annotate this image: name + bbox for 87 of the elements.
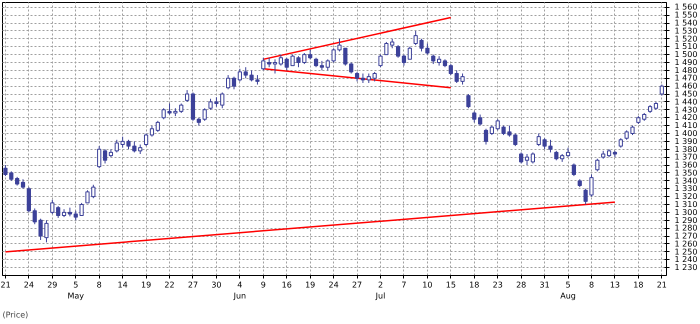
x-tick-label: 5 Aug: [560, 280, 576, 300]
x-tick-label: 24: [24, 280, 34, 290]
candlestick: [184, 90, 190, 102]
candlestick: [548, 139, 553, 153]
y-tick-label: 1 410: [674, 121, 698, 130]
candlestick: [226, 74, 230, 90]
y-tick-label: 1 450: [674, 90, 698, 99]
y-tick-label: 1 240: [674, 255, 698, 264]
y-tick-label: 1 420: [674, 113, 698, 122]
y-tick-label: 1 360: [674, 160, 698, 170]
x-tick-label: 23: [492, 280, 503, 290]
y-tick-label: 1 510: [674, 42, 698, 52]
x-tick-label: 4 Jun: [232, 280, 246, 300]
candlestick: [354, 71, 360, 82]
y-tick-label: 1 560: [674, 2, 698, 12]
y-tick-label: 1 350: [674, 168, 698, 178]
y-tick-label: 1 280: [674, 224, 698, 233]
y-tick-label: 1 260: [674, 239, 698, 248]
candlestick: [466, 94, 471, 109]
y-tick-label: 1 380: [674, 144, 698, 154]
x-tick-label: 24: [328, 280, 339, 290]
y-tick-label: 1 540: [674, 18, 698, 28]
x-tick-label: 8: [588, 280, 594, 290]
candlestick: [332, 48, 336, 63]
y-tick-label: 1 530: [674, 26, 698, 36]
y-tick-label: 1 290: [674, 216, 698, 225]
candlestick: [349, 62, 354, 74]
y-tick-label: 1 340: [674, 176, 698, 186]
y-tick-label: 1 400: [674, 128, 698, 138]
candlestick: [255, 74, 260, 86]
x-tick-label: 14: [118, 280, 128, 290]
y-tick-label: 1 470: [674, 74, 698, 83]
candlestick: [425, 43, 430, 56]
candlestick: [584, 188, 588, 205]
candlestick: [208, 98, 213, 110]
candlestick: [618, 138, 623, 148]
x-tick-label: 29: [47, 280, 58, 290]
y-tick-label: 1 550: [674, 10, 698, 20]
x-tick-label: 27: [188, 280, 198, 290]
y-tick-label: 1 480: [674, 66, 698, 75]
candlestick: [589, 174, 594, 198]
x-tick-label: 7: [401, 280, 406, 290]
candlestick: [572, 162, 576, 177]
x-tick-label: 5 May: [67, 280, 84, 300]
x-tick-label: 13: [610, 280, 620, 290]
x-tick-label: 21: [0, 280, 11, 290]
x-tick-label: 2 Jul: [374, 280, 386, 300]
candlestick: [530, 152, 535, 164]
y-tick-label: 1 300: [674, 208, 698, 217]
x-tick-label: 19: [305, 280, 316, 290]
y-tick-label: 1 490: [674, 58, 698, 67]
candlestick: [44, 220, 49, 243]
x-tick-label: 22: [164, 280, 175, 290]
y-tick-label: 1 230: [674, 263, 698, 272]
x-tick-label: 16: [282, 280, 292, 290]
x-tick-label: 9: [260, 280, 266, 290]
x-tick-label: 27: [352, 280, 362, 290]
y-tick-label: 1 370: [674, 152, 698, 162]
candlestick: [660, 84, 664, 96]
x-tick-label: 18: [469, 280, 480, 290]
candlestick: [144, 132, 148, 147]
x-tick-label: 19: [140, 280, 152, 290]
x-tick-label: 10: [422, 280, 432, 290]
x-tick-label: 28: [516, 280, 526, 290]
candlestick: [314, 57, 318, 68]
x-tick-label: 31: [540, 280, 550, 290]
candlestick: [396, 44, 400, 58]
y-tick-label: 1 460: [674, 82, 698, 91]
y-tick-label: 1 270: [674, 232, 698, 241]
y-tick-label: 1 250: [674, 247, 698, 256]
y-tick-label: 1 320: [674, 192, 698, 202]
y-tick-label: 1 500: [674, 50, 698, 60]
y-tick-label: 1 440: [674, 97, 698, 106]
candlestick: [249, 70, 254, 82]
y-tick-label: 1 390: [674, 136, 698, 146]
y-tick-label: 1 310: [674, 200, 698, 209]
text: (Price): [2, 310, 28, 320]
y-tick-label: 1 330: [674, 184, 698, 194]
x-tick-label: 21: [656, 280, 667, 290]
candlestick: [378, 54, 383, 68]
x-tick-label: 30: [211, 280, 222, 290]
y-tick-label: 1 430: [674, 105, 698, 114]
x-tick-label: 15: [446, 280, 456, 290]
x-tick-label: 8: [96, 280, 102, 290]
y-tick-label: 1 520: [674, 34, 698, 44]
x-tick-label: 18: [633, 280, 644, 290]
candlestick: [595, 158, 600, 172]
